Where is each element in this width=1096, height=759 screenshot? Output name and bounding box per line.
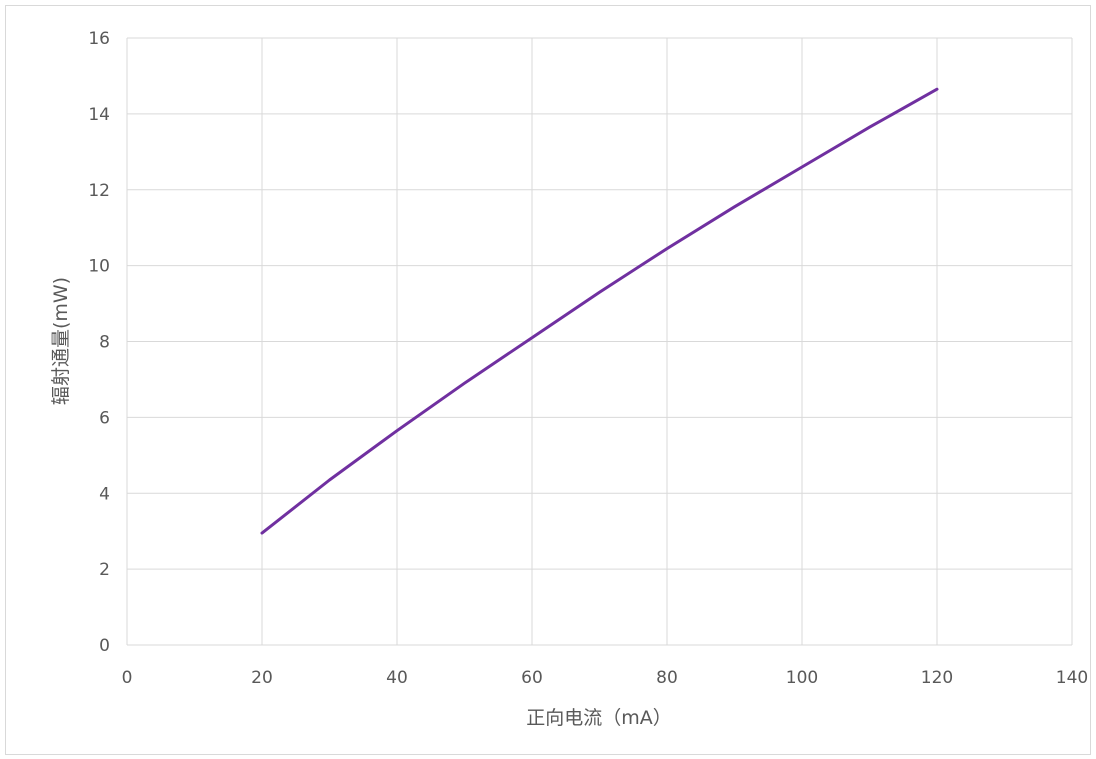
x-tick-label: 80 <box>656 668 678 688</box>
x-tick-label: 20 <box>251 668 273 688</box>
x-tick-label: 140 <box>1056 668 1088 688</box>
x-tick-label: 40 <box>386 668 408 688</box>
y-tick-label: 0 <box>99 636 110 656</box>
y-tick-label: 2 <box>99 560 110 580</box>
y-tick-label: 14 <box>88 105 110 125</box>
x-tick-label: 100 <box>786 668 818 688</box>
chart-frame <box>5 5 1091 755</box>
x-tick-label: 0 <box>122 668 133 688</box>
x-axis-title: 正向电流（mA） <box>526 707 672 729</box>
x-tick-label: 120 <box>921 668 953 688</box>
y-tick-label: 6 <box>99 408 110 428</box>
y-tick-label: 16 <box>88 29 110 49</box>
series-layer <box>260 87 939 535</box>
series-line <box>260 87 939 535</box>
y-tick-label: 4 <box>99 484 110 504</box>
grid <box>126 37 1073 646</box>
x-tick-label: 60 <box>521 668 543 688</box>
y-axis-title: 辐射通量(mW) <box>50 277 72 405</box>
y-tick-label: 12 <box>88 181 110 201</box>
y-tick-label: 8 <box>99 333 110 353</box>
y-tick-label: 10 <box>88 257 110 277</box>
tick-labels: 0 20 40 60 80 100 120 140 0 2 4 6 8 10 12 14 16 <box>88 29 1088 688</box>
